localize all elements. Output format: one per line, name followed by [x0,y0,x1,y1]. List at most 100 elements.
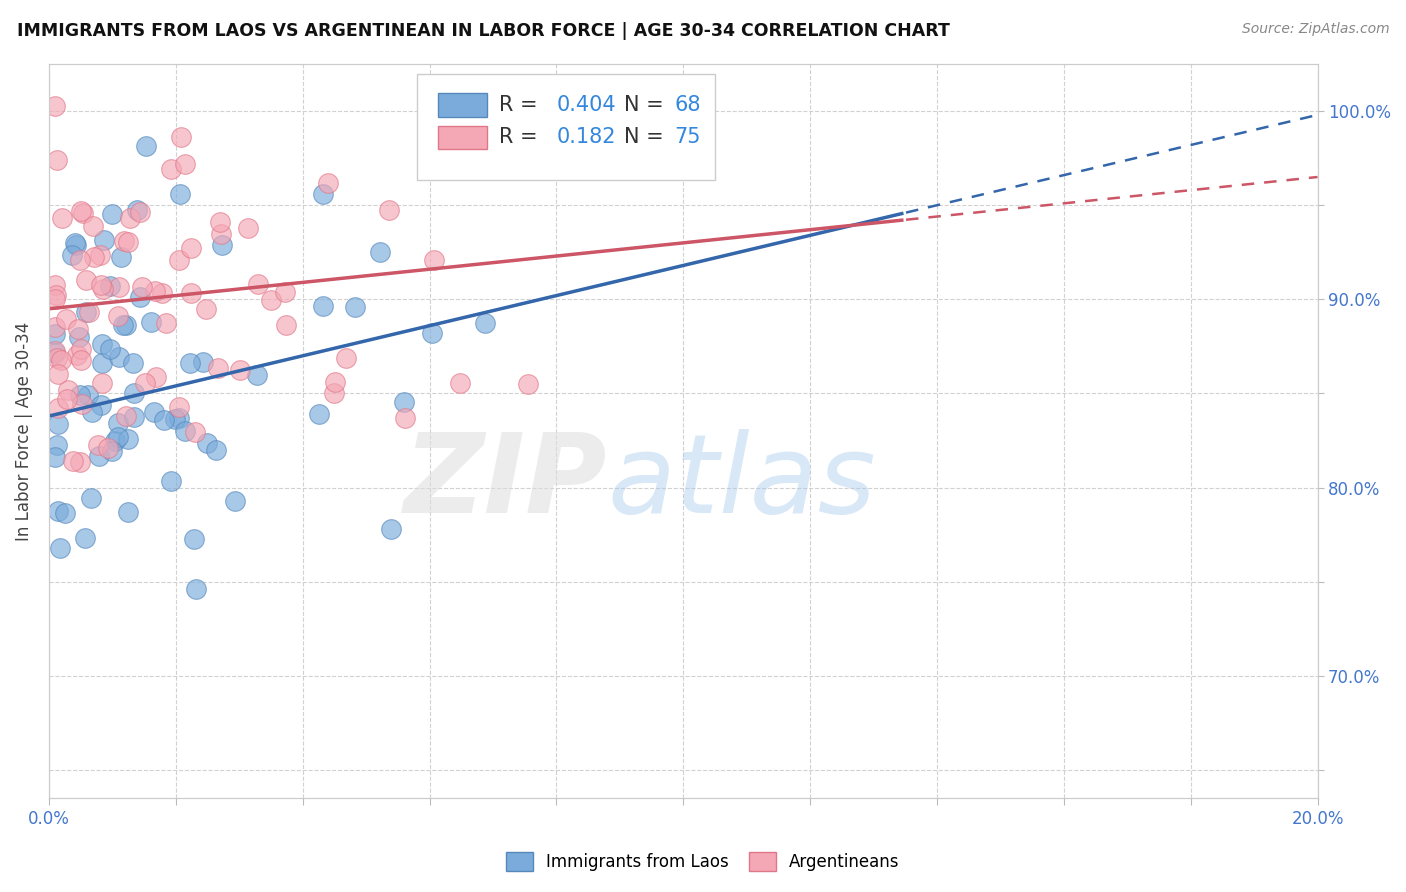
Point [180,285,202,300]
Point [69,253,91,268]
Point [90,398,112,412]
Point [72,206,94,220]
Point [208,215,231,229]
Point [135,139,157,153]
Y-axis label: In Labor Force | Age 30-34: In Labor Force | Age 30-34 [15,321,32,541]
Point [72,397,94,411]
Point [152,285,174,300]
Point [179,355,201,369]
Point [449,376,471,390]
FancyBboxPatch shape [439,126,486,149]
Point [110,251,132,265]
Point [323,375,346,389]
Point [44,278,66,293]
Point [209,227,232,242]
Point [224,493,246,508]
Point [46,504,69,518]
Point [67,322,90,336]
Text: 0.404: 0.404 [557,95,616,115]
Point [56,392,79,406]
Point [167,401,190,415]
Point [44,320,66,334]
Point [194,301,217,316]
Point [80,491,103,506]
Point [160,162,183,177]
Point [44,292,66,306]
Point [45,287,67,301]
Legend: Immigrants from Laos, Argentineans: Immigrants from Laos, Argentineans [498,843,908,880]
Point [90,356,112,370]
Point [134,376,156,391]
Point [127,202,149,217]
Point [98,279,121,293]
Point [167,253,190,268]
Point [76,388,98,402]
Point [368,245,391,260]
Point [474,317,496,331]
Point [229,362,252,376]
Point [75,305,97,319]
Point [246,277,269,291]
Point [97,442,120,456]
Point [207,360,229,375]
Point [170,129,193,144]
Point [67,330,90,344]
Point [184,582,207,597]
Point [46,153,69,167]
Point [378,202,401,217]
Point [60,248,83,262]
Point [87,449,110,463]
Point [117,505,139,519]
Point [70,353,93,368]
Point [193,355,215,369]
Point [122,386,145,401]
Point [517,377,540,392]
FancyBboxPatch shape [439,94,486,117]
Point [82,219,104,233]
Point [80,405,103,419]
Point [93,233,115,247]
Point [128,290,150,304]
Text: R =: R = [499,95,544,115]
Point [174,424,197,438]
Text: Source: ZipAtlas.com: Source: ZipAtlas.com [1241,22,1389,37]
Point [423,253,446,268]
Point [115,409,138,424]
Point [335,351,357,365]
Point [145,370,167,384]
Point [142,405,165,419]
Point [90,277,112,292]
Text: R =: R = [499,128,544,147]
Point [274,285,297,299]
Text: 75: 75 [675,128,702,147]
Point [91,336,114,351]
Point [63,235,86,250]
Point [205,442,228,457]
Point [108,350,131,364]
Text: N =: N = [624,95,671,115]
Point [141,315,163,329]
Point [44,345,66,359]
Point [75,273,97,287]
Point [46,368,69,382]
Point [44,450,66,465]
Point [122,410,145,425]
Point [49,541,72,555]
Point [104,434,127,448]
Point [167,411,190,425]
Text: N =: N = [624,128,671,147]
Point [394,411,416,425]
Point [55,312,77,326]
Point [184,425,207,439]
Point [197,436,219,450]
Point [380,522,402,536]
Point [70,342,93,356]
Text: 0.182: 0.182 [557,128,616,147]
Point [394,395,416,409]
Point [65,238,87,252]
Point [169,187,191,202]
Point [180,242,202,256]
Point [120,211,142,225]
Point [246,368,269,382]
Point [87,438,110,452]
